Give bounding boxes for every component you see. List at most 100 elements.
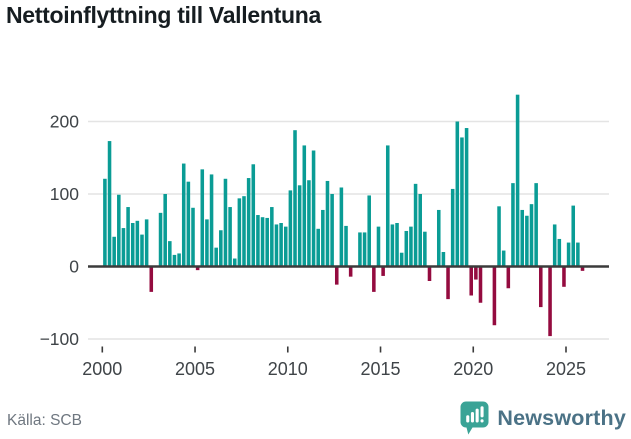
icon-bar-small bbox=[466, 415, 470, 423]
bar-2006-q4 bbox=[228, 207, 232, 267]
bar-2003-q3 bbox=[168, 241, 172, 267]
bar-2022-q1 bbox=[511, 183, 515, 267]
icon-exclamation-stem bbox=[480, 406, 484, 418]
bar-2005-q2 bbox=[200, 169, 205, 267]
y-tick-label-200: 200 bbox=[50, 112, 79, 132]
bar-2006-q3 bbox=[223, 178, 228, 267]
bar-2007-q1 bbox=[232, 258, 237, 267]
bar-2002-q3 bbox=[149, 266, 154, 292]
y-tick-label--100: −100 bbox=[40, 329, 80, 349]
bar-2003-q1 bbox=[158, 212, 163, 267]
source-label: Källa: SCB bbox=[7, 412, 82, 429]
bar-2007-q3 bbox=[242, 196, 246, 267]
bar-2008-q1 bbox=[251, 164, 256, 267]
bar-2009-q4 bbox=[283, 226, 288, 267]
icon-exclamation-dot bbox=[480, 419, 484, 423]
x-tick-label-2025: 2025 bbox=[546, 359, 586, 379]
bar-2012-q4 bbox=[339, 187, 344, 267]
bar-2007-q2 bbox=[237, 198, 242, 267]
bar-2014-q4 bbox=[376, 226, 381, 267]
bar-2009-q3 bbox=[279, 223, 283, 267]
bar-2003-q2 bbox=[163, 194, 167, 267]
bar-2025-q3 bbox=[576, 242, 580, 267]
bar-2021-q3 bbox=[501, 250, 506, 267]
bar-2012-q1 bbox=[325, 180, 330, 267]
bar-2019-q1 bbox=[455, 121, 460, 267]
bar-2011-q4 bbox=[321, 209, 325, 267]
bar-2024-q3 bbox=[557, 238, 562, 267]
bar-2010-q2 bbox=[293, 130, 297, 267]
bar-2022-q3 bbox=[520, 209, 525, 267]
bar-2021-q1 bbox=[492, 266, 497, 326]
bar-2010-q3 bbox=[297, 185, 302, 267]
bar-2004-q2 bbox=[181, 163, 186, 267]
bar-2025-q4 bbox=[580, 266, 585, 271]
bar-2005-q1 bbox=[195, 266, 200, 271]
bar-2019-q4 bbox=[469, 266, 473, 296]
bar-2025-q1 bbox=[566, 242, 571, 267]
bar-2021-q4 bbox=[506, 266, 511, 289]
x-tick-label-2020: 2020 bbox=[453, 359, 493, 379]
icon-bar-medium bbox=[471, 412, 475, 423]
bar-2016-q3 bbox=[409, 226, 413, 267]
bar-2013-q2 bbox=[348, 266, 353, 277]
bar-2001-q2 bbox=[126, 207, 130, 267]
x-tick-label-2010: 2010 bbox=[268, 359, 308, 379]
bar-2018-q2 bbox=[441, 252, 446, 267]
bar-2019-q2 bbox=[460, 137, 464, 267]
bar-2020-q1 bbox=[474, 266, 478, 280]
bar-2008-q2 bbox=[256, 215, 260, 267]
bar-2004-q3 bbox=[186, 181, 191, 267]
bar-2023-q1 bbox=[529, 204, 534, 267]
bar-2016-q2 bbox=[404, 230, 409, 267]
bar-2000-q3 bbox=[112, 236, 116, 267]
bar-2024-q1 bbox=[548, 266, 552, 337]
bar-2025-q2 bbox=[571, 205, 576, 267]
bar-2015-q1 bbox=[381, 266, 385, 276]
bar-2010-q1 bbox=[288, 190, 293, 267]
bar-2014-q2 bbox=[367, 195, 371, 267]
newsworthy-logo: Newsworthy bbox=[460, 401, 626, 435]
bar-2003-q4 bbox=[172, 254, 177, 267]
bar-2001-q3 bbox=[130, 223, 135, 267]
x-tick-label-2015: 2015 bbox=[360, 359, 400, 379]
y-tick-labels: 200 100 0 −100 bbox=[40, 112, 80, 350]
bar-2016-q4 bbox=[413, 183, 418, 267]
bars bbox=[103, 94, 585, 337]
bar-2011-q3 bbox=[316, 228, 320, 267]
bar-2022-q2 bbox=[515, 94, 520, 267]
gridlines bbox=[88, 120, 609, 340]
newsworthy-wordmark: Newsworthy bbox=[497, 405, 626, 430]
bar-2004-q4 bbox=[191, 207, 195, 267]
bar-2010-q4 bbox=[302, 145, 307, 267]
bar-2013-q1 bbox=[344, 225, 348, 267]
bar-2018-q4 bbox=[450, 188, 455, 267]
bar-2000-q2 bbox=[107, 141, 112, 267]
bar-2014-q1 bbox=[362, 232, 367, 267]
bar-2019-q3 bbox=[464, 128, 469, 267]
bar-2006-q1 bbox=[214, 247, 218, 267]
bar-2021-q2 bbox=[497, 206, 501, 267]
x-tick-label-2005: 2005 bbox=[175, 359, 215, 379]
bar-2017-q1 bbox=[418, 194, 422, 267]
bar-2012-q3 bbox=[334, 266, 339, 285]
bar-2017-q2 bbox=[423, 231, 427, 267]
bar-2013-q4 bbox=[358, 232, 362, 267]
bar-2002-q2 bbox=[144, 219, 149, 267]
bar-2015-q3 bbox=[390, 224, 395, 267]
bar-2011-q2 bbox=[311, 150, 316, 267]
bar-2007-q4 bbox=[246, 178, 251, 267]
bar-2006-q2 bbox=[219, 230, 223, 267]
y-tick-label-100: 100 bbox=[50, 184, 79, 204]
newsworthy-bubble-chart-icon bbox=[460, 401, 489, 435]
bar-2024-q2 bbox=[552, 224, 557, 267]
bar-2005-q4 bbox=[209, 174, 214, 267]
bar-2018-q1 bbox=[436, 209, 441, 267]
bar-2015-q4 bbox=[395, 223, 399, 267]
bar-2017-q3 bbox=[427, 266, 432, 281]
bar-2024-q4 bbox=[562, 266, 566, 287]
bar-2002-q1 bbox=[140, 234, 144, 267]
x-ticks: 2000 2005 2010 2015 2020 2025 bbox=[82, 346, 586, 379]
